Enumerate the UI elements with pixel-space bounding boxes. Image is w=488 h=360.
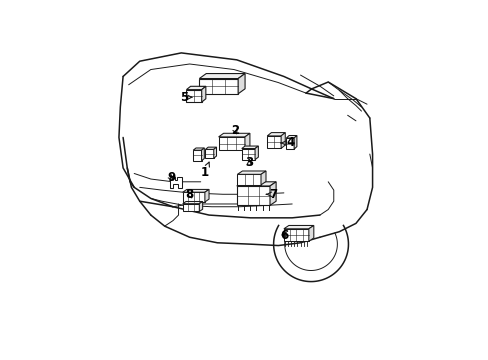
Polygon shape — [267, 132, 285, 136]
Polygon shape — [244, 133, 249, 150]
Bar — [236, 186, 269, 205]
Text: 7: 7 — [266, 188, 277, 201]
Bar — [193, 150, 201, 161]
Polygon shape — [281, 132, 285, 148]
Polygon shape — [183, 189, 208, 192]
Text: 9: 9 — [166, 171, 175, 184]
Polygon shape — [199, 73, 244, 78]
Polygon shape — [284, 225, 313, 229]
Polygon shape — [218, 133, 249, 137]
Polygon shape — [193, 148, 204, 150]
Text: 6: 6 — [279, 229, 287, 242]
Bar — [183, 204, 199, 211]
Polygon shape — [286, 135, 296, 138]
Text: 5: 5 — [180, 91, 191, 104]
Text: 1: 1 — [201, 162, 209, 179]
Polygon shape — [269, 182, 276, 205]
Bar — [186, 90, 201, 102]
Polygon shape — [213, 147, 216, 158]
Polygon shape — [238, 73, 244, 94]
Bar — [218, 137, 244, 150]
Polygon shape — [236, 182, 276, 186]
Text: 2: 2 — [231, 124, 239, 137]
Text: 3: 3 — [244, 156, 253, 169]
Polygon shape — [169, 177, 182, 188]
Polygon shape — [293, 135, 296, 149]
Polygon shape — [241, 146, 258, 149]
Polygon shape — [186, 86, 205, 90]
Polygon shape — [204, 189, 208, 202]
Text: 4: 4 — [281, 136, 294, 149]
Bar — [205, 149, 213, 158]
Polygon shape — [237, 171, 265, 174]
Polygon shape — [261, 171, 265, 185]
Bar — [183, 192, 204, 202]
Polygon shape — [183, 202, 202, 204]
Bar — [199, 78, 238, 94]
Bar — [237, 174, 261, 185]
Polygon shape — [199, 202, 202, 211]
Polygon shape — [308, 225, 313, 241]
Polygon shape — [255, 146, 258, 159]
Bar — [241, 149, 255, 159]
Bar — [286, 138, 293, 149]
Text: 8: 8 — [185, 188, 193, 201]
Polygon shape — [201, 86, 205, 102]
Bar — [267, 136, 281, 148]
Polygon shape — [205, 147, 216, 149]
Polygon shape — [201, 148, 204, 161]
Bar — [284, 229, 308, 241]
